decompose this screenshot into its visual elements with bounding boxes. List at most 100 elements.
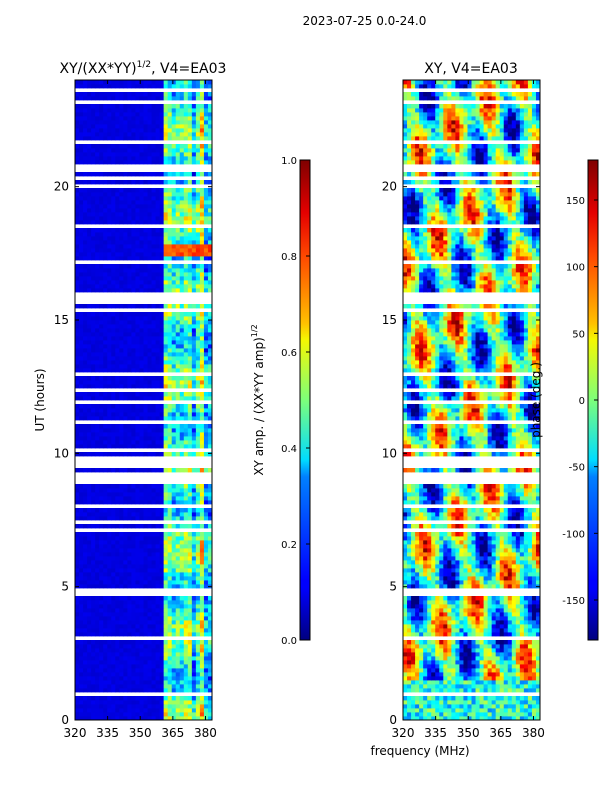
amplitude-cell	[107, 652, 112, 657]
amplitude-cell	[103, 92, 108, 97]
amplitude-cell	[115, 484, 120, 489]
amplitude-cell	[83, 208, 88, 213]
amplitude-cell	[151, 284, 157, 289]
amplitude-cell	[179, 700, 185, 705]
amplitude-cell	[175, 192, 181, 197]
amplitude-cell	[99, 360, 104, 365]
phase-cell	[455, 672, 461, 677]
amplitude-cell	[179, 708, 185, 713]
amplitude-cell	[115, 544, 120, 549]
amplitude-cell	[131, 660, 137, 665]
amplitude-cell	[79, 200, 84, 205]
amplitude-cell	[95, 200, 100, 205]
phase-cell	[519, 700, 525, 705]
amplitude-cell	[195, 384, 201, 389]
phase-cell	[431, 648, 436, 653]
amplitude-cell	[79, 328, 84, 333]
amplitude-cell	[175, 532, 181, 537]
amplitude-cell	[195, 612, 201, 617]
amplitude-cell	[131, 560, 137, 565]
phase-cell	[475, 696, 481, 701]
amplitude-cell	[139, 416, 145, 421]
amplitude-cell	[183, 344, 189, 349]
amplitude-cell	[107, 648, 112, 653]
amplitude-cell	[199, 288, 205, 293]
amplitude-cell	[187, 408, 193, 413]
amplitude-cell	[87, 328, 92, 333]
amplitude-cell	[207, 632, 212, 637]
amplitude-cell	[167, 676, 173, 681]
phase-cell	[487, 672, 493, 677]
amplitude-cell	[99, 92, 104, 97]
phase-cell	[419, 700, 424, 705]
amplitude-cell	[151, 652, 157, 657]
amplitude-cell	[159, 252, 165, 257]
amplitude-cell	[207, 576, 212, 581]
amplitude-cell	[87, 668, 92, 673]
amplitude-cell	[91, 232, 96, 237]
amplitude-cell	[175, 136, 181, 141]
amplitude-cell	[119, 120, 124, 125]
amplitude-cell	[127, 704, 133, 709]
amplitude-cell	[91, 452, 96, 457]
phase-cell	[503, 664, 509, 669]
amplitude-cell	[163, 680, 169, 685]
amplitude-cell	[151, 580, 157, 585]
amplitude-cell	[187, 392, 193, 397]
amplitude-cell	[159, 540, 165, 545]
amplitude-cell	[79, 304, 84, 309]
amplitude-cell	[79, 696, 84, 701]
amplitude-cell	[111, 336, 116, 341]
amplitude-cell	[151, 408, 157, 413]
amplitude-cell	[111, 688, 116, 693]
amplitude-cell	[187, 124, 193, 129]
amplitude-cell	[79, 576, 84, 581]
amplitude-cell	[91, 552, 96, 557]
amplitude-cell	[75, 672, 80, 677]
phase-cell	[431, 684, 436, 689]
amplitude-cell	[107, 572, 112, 577]
amplitude-cell	[127, 656, 133, 661]
amplitude-cell	[167, 432, 173, 437]
amplitude-cell	[119, 116, 124, 121]
amplitude-cell	[175, 396, 181, 401]
amplitude-cell	[99, 484, 104, 489]
phase-cell	[467, 688, 473, 693]
amplitude-cell	[203, 392, 209, 397]
amplitude-cell	[103, 436, 108, 441]
amplitude-cell	[207, 284, 212, 289]
amplitude-cell	[87, 600, 92, 605]
amplitude-cell	[143, 196, 149, 201]
amplitude-cell	[123, 664, 128, 669]
amplitude-cell	[139, 240, 145, 245]
amplitude-cell	[139, 132, 145, 137]
amplitude-cell	[107, 384, 112, 389]
amplitude-cell	[175, 404, 181, 409]
amplitude-cell	[79, 624, 84, 629]
amplitude-cell	[91, 468, 96, 473]
amplitude-cell	[103, 108, 108, 113]
amplitude-cell	[147, 440, 153, 445]
amplitude-cell	[159, 352, 165, 357]
amplitude-cell	[83, 440, 88, 445]
amplitude-cell	[207, 332, 212, 337]
amplitude-cell	[83, 264, 88, 269]
amplitude-cell	[111, 148, 116, 153]
phase-cell	[447, 684, 452, 689]
panel-amplitude: XY/(XX*YY)1/2, V4=EA03 320 335 350 365 38005…	[33, 60, 226, 740]
phase-cell	[535, 680, 540, 685]
amplitude-cell	[79, 356, 84, 361]
amplitude-cell	[155, 396, 161, 401]
phase-cell	[483, 712, 489, 717]
amplitude-cell	[79, 552, 84, 557]
amplitude-cell	[175, 500, 181, 505]
amplitude-cell	[115, 596, 120, 601]
amplitude-cell	[151, 336, 157, 341]
amplitude-cell	[167, 92, 173, 97]
amplitude-cell	[179, 200, 185, 205]
phase-cell	[467, 680, 473, 685]
amplitude-cell	[139, 172, 145, 177]
phase-cell	[411, 668, 416, 673]
amplitude-cell	[151, 104, 157, 109]
amplitude-cell	[183, 524, 189, 529]
